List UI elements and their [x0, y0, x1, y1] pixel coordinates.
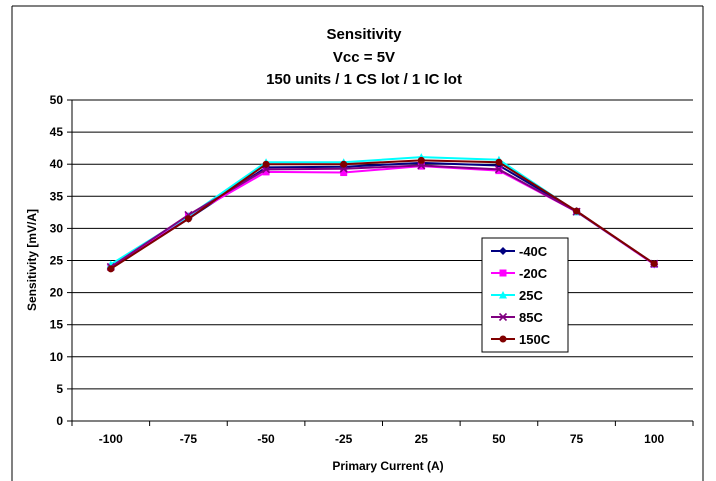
series-line-85C	[110, 164, 655, 268]
y-tick-label-0: 0	[56, 414, 63, 428]
legend: -40C -20C 25C 85C 150C	[481, 237, 569, 353]
y-tick-label-40: 40	[50, 157, 64, 171]
data-point-150C-25	[417, 156, 425, 164]
data-series	[106, 153, 659, 273]
series-line-150C	[110, 159, 655, 270]
data-point-150C-75	[573, 207, 581, 215]
x-tick-label-2: -50	[257, 432, 275, 446]
y-axis-label: Sensitivity [mV/A]	[25, 209, 39, 311]
y-tick-label-15: 15	[50, 318, 64, 332]
x-tick-label-3: -25	[335, 432, 353, 446]
y-tick-label-30: 30	[50, 221, 64, 235]
data-point--20C--50	[262, 168, 270, 176]
legend-label--20C: -20C	[519, 266, 548, 281]
data-point-85C--50-stroke-b	[261, 165, 271, 174]
chart-title-line-1: Sensitivity	[326, 26, 402, 43]
data-point-150C-100	[650, 260, 658, 268]
data-point-85C-25	[417, 161, 426, 170]
y-tick-label-20: 20	[50, 286, 64, 300]
data-point-150C--100	[107, 265, 115, 273]
legend-marker-85C-stroke-b	[498, 312, 508, 322]
axes	[67, 99, 694, 426]
y-tick-label-25: 25	[50, 254, 64, 268]
x-tick-label-6: 75	[570, 432, 584, 446]
data-point-150C--25	[340, 160, 348, 168]
x-tick-label-0: -100	[99, 432, 123, 446]
chart-title-line-2: Vcc = 5V	[333, 49, 395, 66]
legend-marker-25C	[499, 291, 507, 299]
data-point-150C-50	[495, 158, 503, 166]
data-point-150C--50	[262, 160, 270, 168]
x-tick-label-1: -75	[180, 432, 198, 446]
x-tick-labels: -100 -75 -50 -25 25 50 75 100	[99, 432, 665, 446]
data-point-85C-25-stroke-b	[417, 161, 426, 170]
legend-label-25C: 25C	[519, 288, 543, 303]
legend-label-150C: 150C	[519, 332, 551, 347]
y-tick-label-45: 45	[50, 125, 64, 139]
y-tick-label-10: 10	[50, 350, 64, 364]
series-150C	[107, 156, 658, 273]
legend-marker--40C	[499, 247, 507, 255]
data-point-85C-50-stroke-b	[494, 165, 504, 174]
chart-title-line-3: 150 units / 1 CS lot / 1 IC lot	[266, 71, 462, 88]
x-tick-label-4: 25	[415, 432, 429, 446]
legend-marker-150C	[499, 335, 507, 343]
y-tick-label-35: 35	[50, 189, 64, 203]
data-point-150C--75	[184, 215, 192, 223]
legend-label-85C: 85C	[519, 310, 543, 325]
legend-marker-85C	[498, 312, 508, 322]
data-point--20C--25	[340, 169, 348, 177]
y-tick-label-5: 5	[56, 382, 63, 396]
x-tick-label-5: 50	[492, 432, 506, 446]
legend-label--40C: -40C	[519, 244, 548, 259]
data-point--20C-50	[495, 167, 503, 175]
x-tick-label-7: 100	[644, 432, 664, 446]
y-tick-labels: 0 5 10 15 20 25 30 35 40 45 50	[50, 93, 64, 428]
legend-marker--20C	[499, 269, 507, 277]
data-point-85C-50	[494, 165, 504, 174]
y-tick-label-50: 50	[50, 93, 64, 107]
x-axis-label: Primary Current (A)	[332, 459, 443, 473]
